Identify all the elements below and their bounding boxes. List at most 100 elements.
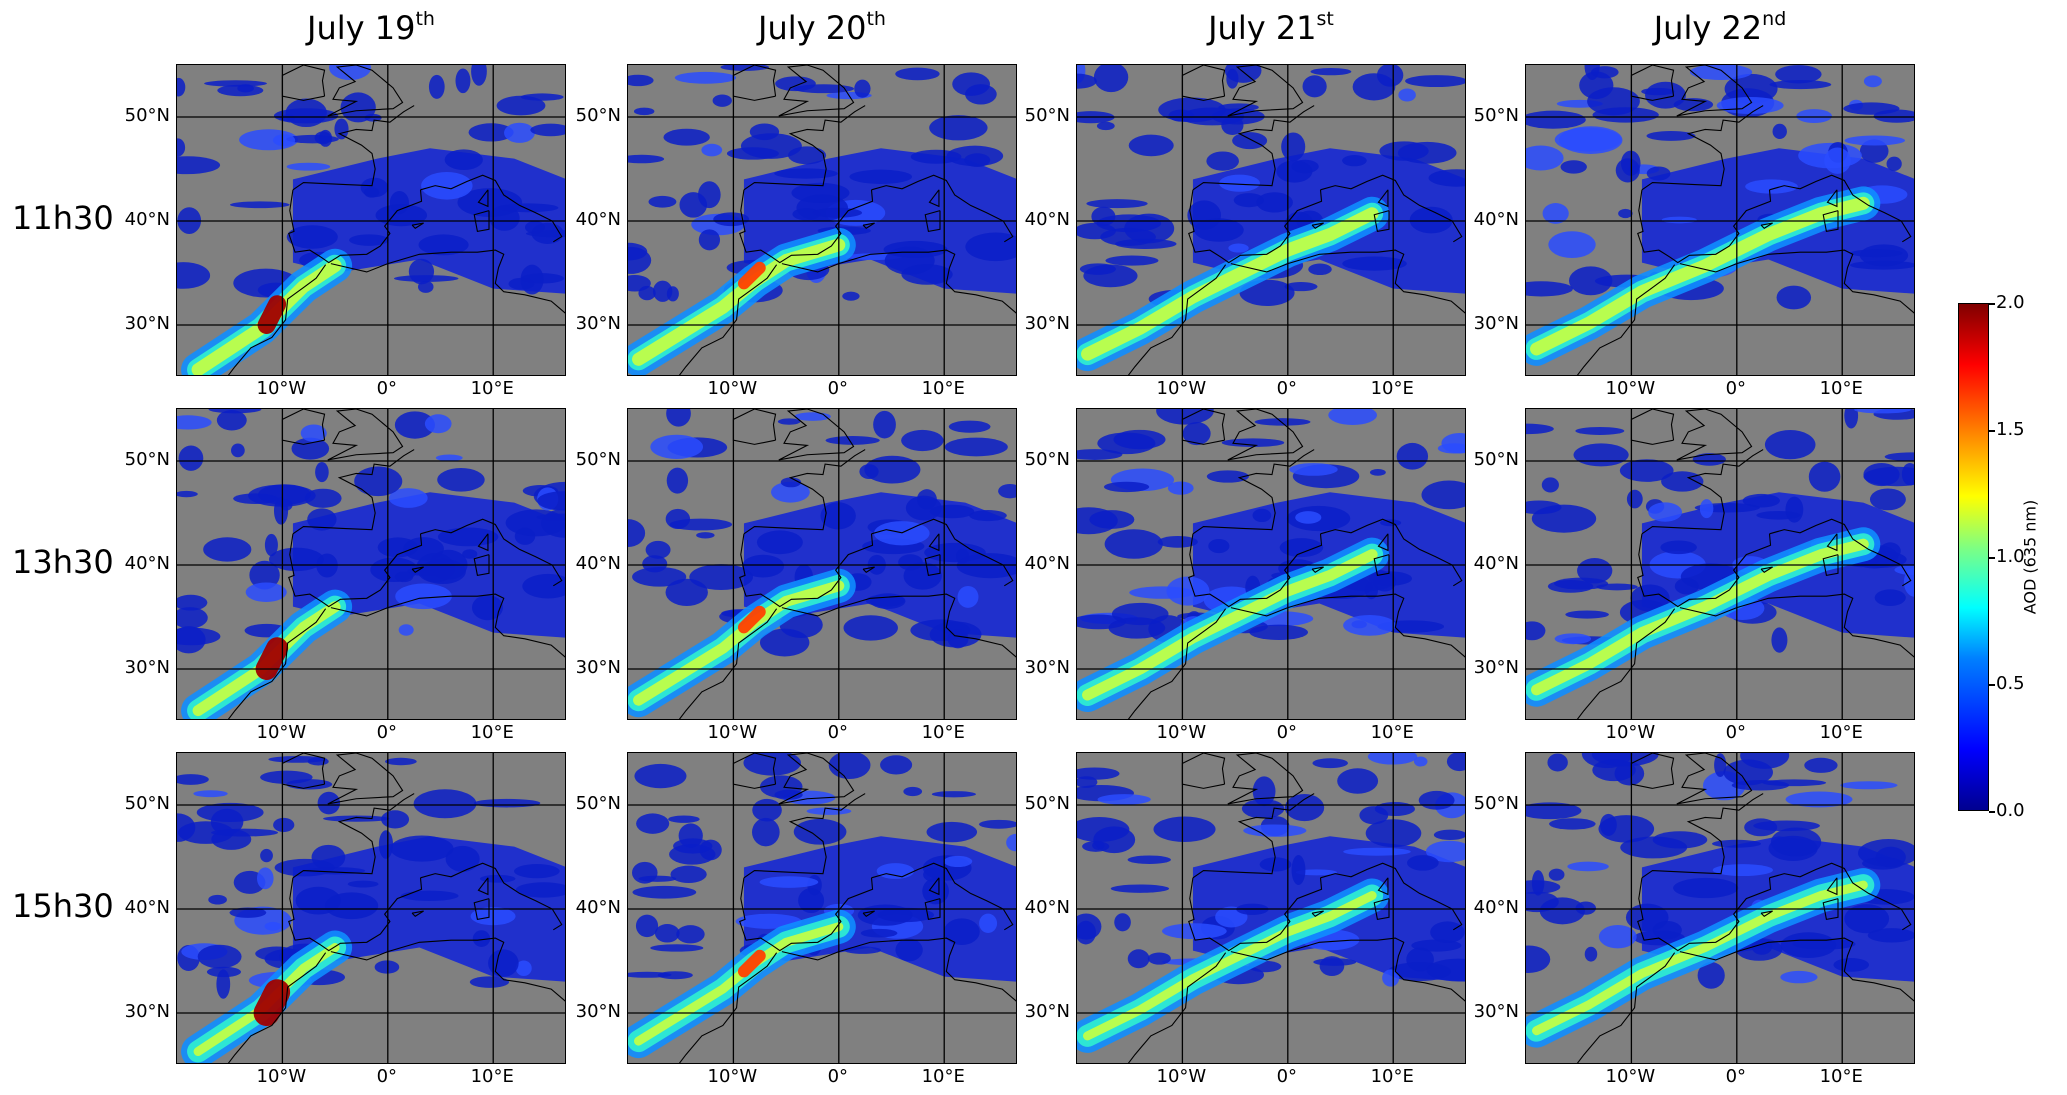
low-aod-patch <box>314 131 332 145</box>
low-aod-patch <box>876 863 915 879</box>
low-aod-patch <box>1252 508 1272 523</box>
low-aod-patch <box>1342 155 1367 167</box>
low-aod-patch <box>749 123 780 141</box>
low-aod-patch <box>1111 602 1169 626</box>
low-aod-patch <box>1549 818 1596 830</box>
coastline <box>1760 566 1773 573</box>
latitude-label: 40°N <box>1024 897 1070 918</box>
map-panel <box>1525 408 1915 720</box>
low-aod-patch <box>1281 132 1306 162</box>
low-aod-patch <box>1808 461 1841 492</box>
dust-plume <box>634 922 844 1046</box>
low-aod-patch <box>231 443 245 458</box>
low-aod-patch <box>473 798 541 808</box>
coastline <box>288 189 423 264</box>
coastline <box>1320 174 1463 243</box>
coastline <box>1181 65 1226 101</box>
low-aod-patch <box>1573 443 1629 467</box>
low-aod-patch <box>1526 500 1562 515</box>
low-aod-patch <box>979 913 998 934</box>
low-aod-patch <box>1252 776 1276 807</box>
low-aod-patch <box>1127 949 1150 969</box>
low-aod-patch <box>1128 134 1174 157</box>
low-aod-patch <box>1077 73 1097 89</box>
low-aod-patch <box>1526 281 1573 297</box>
coastline <box>411 566 424 573</box>
low-aod-patch <box>712 94 732 107</box>
coastline <box>1826 533 1838 552</box>
low-aod-patch <box>1369 468 1386 476</box>
low-aod-patch <box>520 264 544 295</box>
longitude-label: 0° <box>1276 1066 1298 1087</box>
map-panel <box>627 408 1017 720</box>
latitude-label: 50°N <box>124 449 170 470</box>
low-aod-patch <box>1398 88 1416 102</box>
low-aod-patch <box>1590 66 1619 79</box>
low-aod-patch <box>1584 946 1598 962</box>
coastline <box>928 877 940 896</box>
low-aod-patch <box>1310 67 1352 76</box>
low-aod-patch <box>1844 904 1890 934</box>
coastline <box>924 898 941 921</box>
low-aod-patch <box>393 275 459 282</box>
latitude-label: 40°N <box>124 553 170 574</box>
low-aod-patch <box>652 280 673 302</box>
latitude-label: 40°N <box>575 553 621 574</box>
coastline <box>327 65 404 117</box>
low-aod-patch <box>1526 110 1586 129</box>
colorbar-tick-mark <box>1989 430 1995 432</box>
low-aod-patch <box>645 540 671 559</box>
row-title: 15h30 <box>12 887 114 925</box>
coastline <box>227 264 327 375</box>
low-aod-patch <box>437 527 499 547</box>
coastline <box>411 910 424 917</box>
colorbar-label: AOD (635 nm) <box>2020 499 2040 615</box>
low-aod-patch <box>1526 423 1554 435</box>
latitude-label: 30°N <box>1024 313 1070 334</box>
low-aod-patch <box>1772 123 1787 140</box>
low-aod-patch <box>364 187 380 198</box>
coastline <box>1127 952 1227 1063</box>
low-aod-patch <box>1147 952 1171 965</box>
coastline <box>477 533 489 552</box>
coastline <box>1576 608 1676 719</box>
low-aod-patch <box>1863 75 1882 88</box>
low-aod-patch <box>1342 256 1407 271</box>
low-aod-patch <box>1428 169 1465 187</box>
low-aod-patch <box>701 143 723 157</box>
low-aod-patch <box>1531 870 1545 896</box>
low-aod-patch <box>1554 633 1592 645</box>
low-aod-patch <box>1086 199 1148 209</box>
low-aod-patch <box>642 555 668 573</box>
low-aod-patch <box>1284 794 1325 822</box>
low-aod-patch <box>1618 208 1633 219</box>
coastline <box>739 189 874 264</box>
low-aod-patch <box>1796 109 1832 124</box>
low-aod-patch <box>1712 864 1773 877</box>
map-panel <box>1076 64 1466 376</box>
low-aod-patch <box>400 890 459 901</box>
coastline <box>1127 608 1227 719</box>
coastline <box>1676 753 1753 805</box>
low-aod-patch <box>177 77 186 97</box>
low-aod-patch <box>216 410 247 431</box>
low-aod-patch <box>1598 925 1637 949</box>
low-aod-patch <box>1661 216 1697 224</box>
coastline <box>327 753 404 805</box>
low-aod-patch <box>633 107 655 116</box>
longitude-label: 10°E <box>470 378 514 399</box>
latitude-label: 50°N <box>1024 793 1070 814</box>
low-aod-patch <box>1526 945 1551 973</box>
longitude-label: 0° <box>1725 1066 1747 1087</box>
coastline <box>1188 189 1323 264</box>
row-title: 13h30 <box>12 543 114 581</box>
low-aod-patch <box>530 123 565 137</box>
low-aod-patch <box>1105 255 1159 266</box>
coastline <box>1679 937 1914 1002</box>
low-aod-patch <box>1077 776 1098 788</box>
low-aod-patch <box>1554 127 1622 152</box>
low-aod-patch <box>901 264 953 285</box>
low-aod-patch <box>1776 285 1812 310</box>
coastline <box>678 952 778 1063</box>
